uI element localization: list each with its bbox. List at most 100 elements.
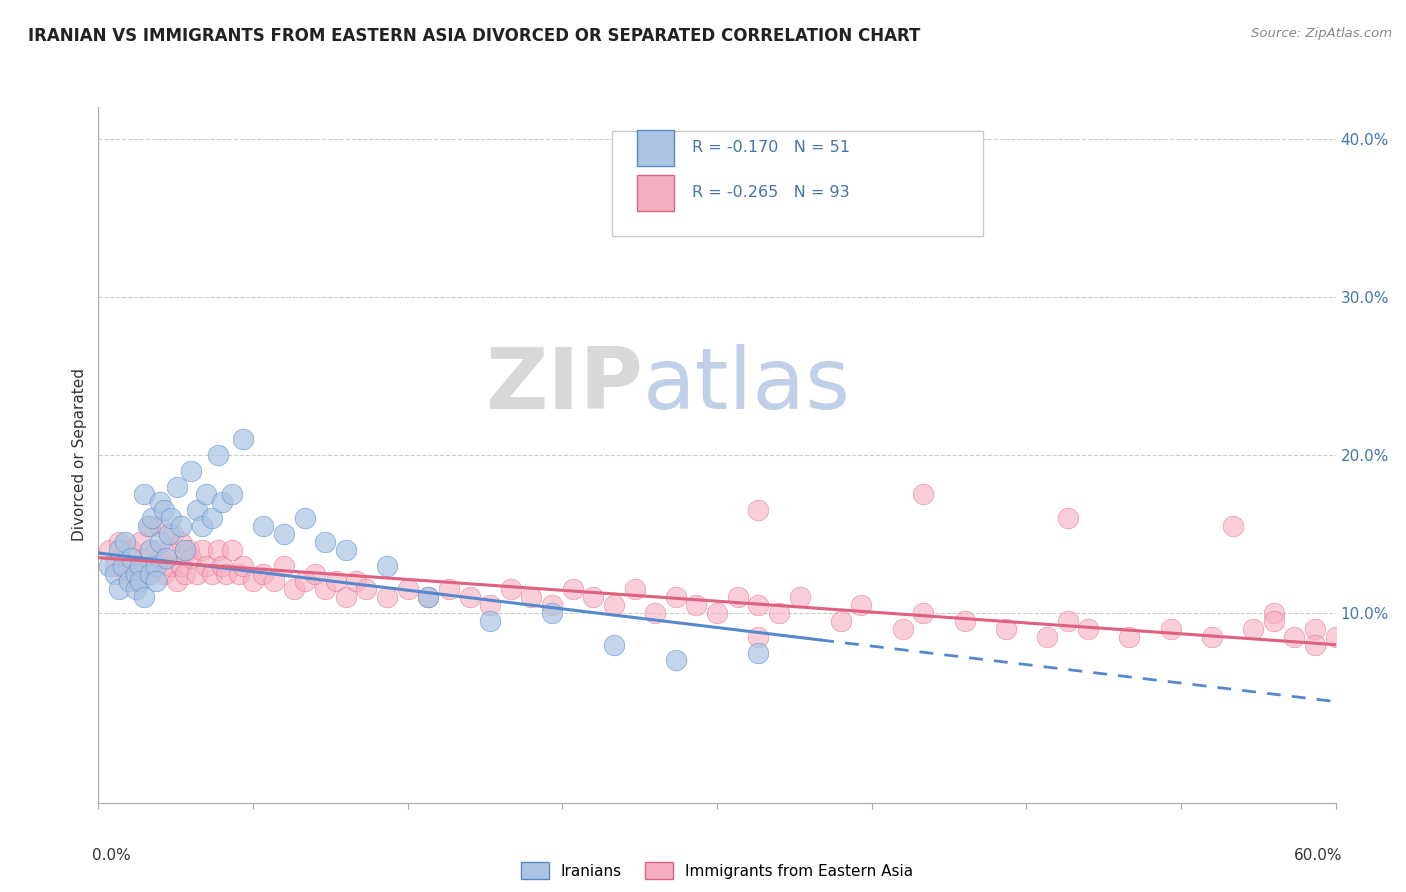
- Text: IRANIAN VS IMMIGRANTS FROM EASTERN ASIA DIVORCED OR SEPARATED CORRELATION CHART: IRANIAN VS IMMIGRANTS FROM EASTERN ASIA …: [28, 27, 921, 45]
- Point: [232, 432, 254, 446]
- Point: [499, 582, 522, 597]
- Point: [190, 542, 212, 557]
- Point: [139, 519, 162, 533]
- Point: [1241, 622, 1264, 636]
- Point: [145, 574, 167, 589]
- Point: [132, 487, 155, 501]
- Point: [273, 527, 295, 541]
- Point: [136, 519, 159, 533]
- Point: [157, 542, 180, 557]
- Text: Source: ZipAtlas.com: Source: ZipAtlas.com: [1251, 27, 1392, 40]
- Point: [141, 558, 163, 573]
- Point: [211, 558, 233, 573]
- Point: [157, 527, 180, 541]
- Point: [232, 558, 254, 573]
- Point: [344, 574, 367, 589]
- Point: [179, 542, 201, 557]
- Point: [97, 558, 120, 573]
- Point: [170, 519, 193, 533]
- Point: [851, 598, 873, 612]
- Point: [149, 495, 172, 509]
- Point: [166, 479, 188, 493]
- Point: [139, 542, 162, 557]
- Point: [561, 582, 583, 597]
- Point: [623, 582, 645, 597]
- Point: [1118, 630, 1140, 644]
- Point: [120, 542, 142, 557]
- Point: [789, 591, 811, 605]
- Point: [912, 487, 935, 501]
- Point: [97, 542, 120, 557]
- Point: [325, 574, 347, 589]
- Point: [180, 550, 202, 565]
- Point: [582, 591, 605, 605]
- Point: [1056, 614, 1078, 628]
- Point: [418, 591, 440, 605]
- Point: [153, 566, 176, 581]
- Point: [201, 566, 224, 581]
- Point: [252, 566, 274, 581]
- Point: [912, 606, 935, 620]
- Point: [458, 591, 481, 605]
- Point: [437, 582, 460, 597]
- Point: [685, 598, 707, 612]
- FancyBboxPatch shape: [612, 131, 983, 235]
- Point: [128, 534, 150, 549]
- Point: [190, 519, 212, 533]
- Point: [194, 487, 217, 501]
- Point: [139, 566, 162, 581]
- Point: [1160, 622, 1182, 636]
- Point: [174, 542, 197, 557]
- Point: [117, 566, 139, 581]
- Point: [186, 503, 208, 517]
- Point: [124, 574, 146, 589]
- Point: [149, 550, 172, 565]
- Point: [132, 550, 155, 565]
- Point: [1036, 630, 1059, 644]
- Point: [603, 598, 626, 612]
- Point: [418, 591, 440, 605]
- Point: [356, 582, 378, 597]
- Point: [128, 574, 150, 589]
- Point: [1303, 622, 1326, 636]
- Point: [520, 591, 543, 605]
- Point: [747, 646, 769, 660]
- Text: 0.0%: 0.0%: [93, 848, 131, 863]
- Point: [108, 542, 131, 557]
- Point: [128, 558, 150, 573]
- Point: [180, 464, 202, 478]
- Point: [1284, 630, 1306, 644]
- Legend: Iranians, Immigrants from Eastern Asia: Iranians, Immigrants from Eastern Asia: [515, 855, 920, 886]
- Point: [124, 582, 146, 597]
- Point: [114, 534, 136, 549]
- Point: [141, 511, 163, 525]
- Point: [953, 614, 976, 628]
- Point: [375, 558, 398, 573]
- Text: ZIP: ZIP: [485, 343, 643, 427]
- Point: [294, 574, 316, 589]
- Point: [747, 598, 769, 612]
- Point: [314, 534, 336, 549]
- Point: [149, 534, 172, 549]
- Point: [104, 558, 127, 573]
- Point: [294, 511, 316, 525]
- Point: [335, 591, 357, 605]
- Point: [273, 558, 295, 573]
- Point: [603, 638, 626, 652]
- Point: [124, 566, 146, 581]
- Point: [283, 582, 305, 597]
- Point: [375, 591, 398, 605]
- Point: [768, 606, 790, 620]
- Point: [108, 534, 131, 549]
- Point: [112, 558, 135, 573]
- Point: [221, 487, 243, 501]
- Point: [170, 558, 193, 573]
- Point: [994, 622, 1017, 636]
- Point: [727, 591, 749, 605]
- Point: [747, 630, 769, 644]
- Point: [1324, 630, 1347, 644]
- Point: [112, 558, 135, 573]
- Y-axis label: Divorced or Separated: Divorced or Separated: [72, 368, 87, 541]
- Point: [1263, 614, 1285, 628]
- Point: [541, 598, 564, 612]
